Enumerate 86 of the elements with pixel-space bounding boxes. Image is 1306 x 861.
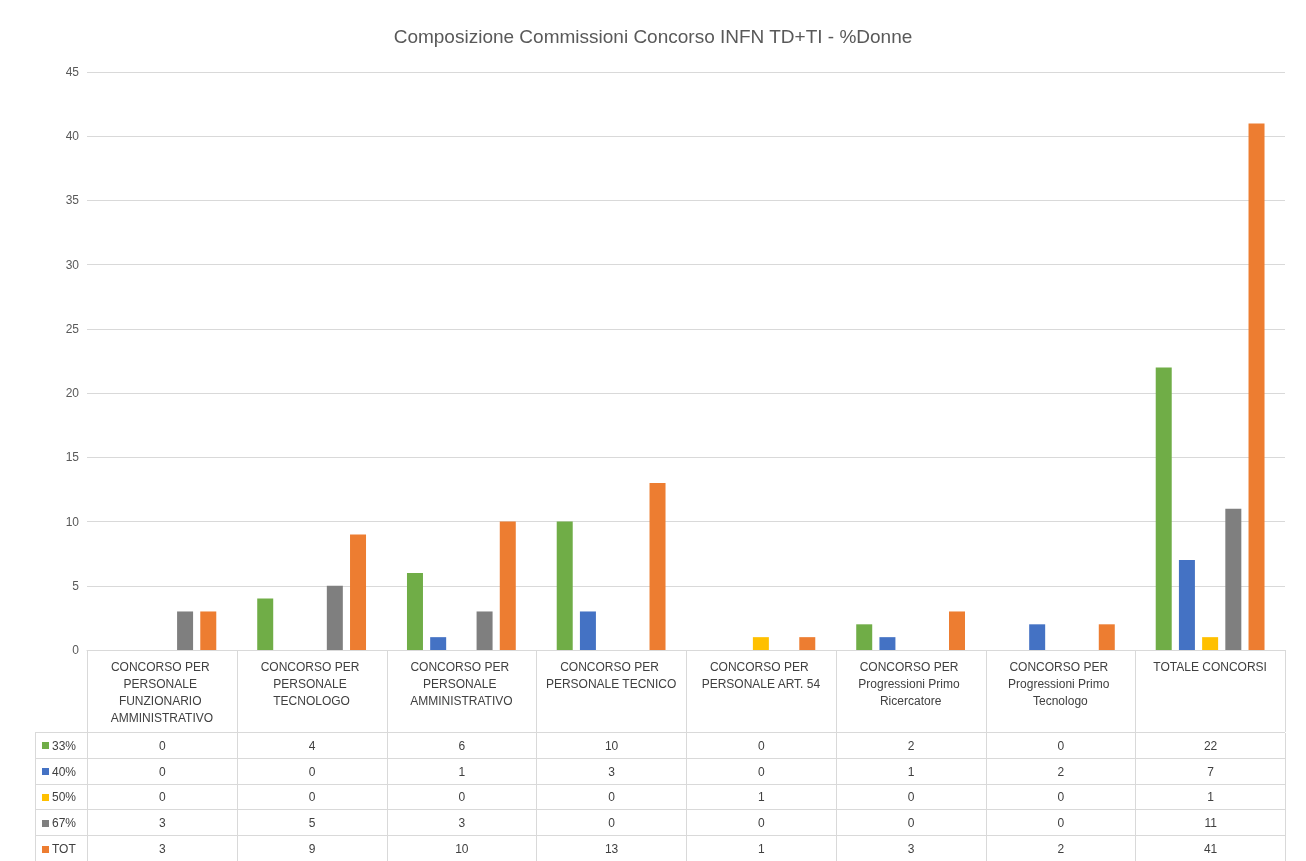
bar	[200, 611, 217, 650]
bar	[949, 611, 966, 650]
x-tick-label: CONCORSO PER Progressioni Primo Tecnologo	[1008, 659, 1113, 708]
legend-label: 33%	[52, 738, 77, 753]
bar	[430, 637, 447, 650]
y-tick-label: 0	[72, 643, 80, 657]
x-tick-label: CONCORSO PER PERSONALE TECNOLOGO	[260, 659, 363, 708]
data-label: 4	[237, 733, 388, 759]
y-tick-label: 30	[65, 257, 80, 272]
data-label: 9	[237, 836, 388, 861]
data-label: 0	[88, 733, 238, 759]
bar	[579, 611, 596, 650]
bar	[752, 637, 769, 650]
data-label: 13	[537, 836, 687, 861]
x-tick-label: TOTALE CONCORSI	[1153, 659, 1267, 674]
data-label: 11	[1136, 810, 1286, 837]
data-label: 2	[836, 733, 987, 759]
data-label: 3	[88, 836, 238, 861]
data-label: 1	[687, 784, 837, 811]
y-tick-label: 20	[65, 386, 80, 401]
y-tick-label: 5	[72, 578, 80, 593]
bar	[406, 572, 423, 650]
data-label: 1	[1136, 784, 1286, 811]
bar	[499, 521, 516, 650]
data-label: 0	[687, 758, 837, 785]
data-label: 1	[836, 758, 987, 785]
bar	[326, 585, 343, 650]
bar	[879, 637, 896, 650]
data-label: 2	[986, 836, 1137, 861]
data-label: 0	[537, 810, 687, 837]
y-tick-label: 35	[65, 193, 80, 208]
bar	[177, 611, 194, 650]
bar	[1202, 637, 1219, 650]
bar	[1029, 624, 1046, 650]
x-tick-label: CONCORSO PER PERSONALE TECNICO	[545, 659, 677, 691]
bar	[476, 611, 493, 650]
data-label: 5	[237, 810, 388, 837]
data-label: 1	[687, 836, 837, 861]
data-label: 0	[237, 758, 388, 785]
data-label: 0	[387, 784, 538, 811]
data-label: 6	[387, 733, 538, 759]
chart-title: Composizione Commissioni Concorso INFN TD+TI - %Donne	[393, 26, 913, 47]
bar	[1248, 123, 1265, 650]
legend-label: 50%	[52, 790, 77, 805]
data-label: 0	[537, 784, 687, 811]
data-label: 3	[836, 836, 987, 861]
data-label: 0	[687, 733, 837, 759]
y-tick-label: 10	[65, 514, 80, 529]
data-label: 0	[986, 784, 1137, 811]
data-label: 10	[387, 836, 538, 861]
data-label: 0	[986, 810, 1137, 837]
bar	[1178, 560, 1195, 650]
x-tick-label: CONCORSO PER Progressioni Primo Ricercatore	[858, 659, 963, 708]
bar	[556, 521, 573, 650]
x-tick-label: CONCORSO PER PERSONALE ART. 54	[701, 659, 821, 691]
y-tick-label: 25	[65, 321, 80, 336]
x-tick-label: CONCORSO PER PERSONALE AMMINISTRATIVO	[410, 659, 513, 708]
y-tick-label: 45	[65, 65, 80, 79]
data-label: 0	[687, 810, 837, 837]
data-label: 0	[836, 810, 987, 837]
bar	[350, 534, 367, 650]
data-label: 3	[537, 758, 687, 785]
data-label: 3	[387, 810, 538, 837]
y-tick-label: 40	[65, 129, 80, 144]
data-label: 7	[1136, 758, 1286, 785]
bar	[1098, 624, 1115, 650]
bar	[1225, 508, 1242, 650]
bar	[856, 624, 873, 650]
legend-label: TOT	[52, 842, 76, 857]
legend-label: 40%	[52, 764, 77, 779]
data-label: 0	[237, 784, 388, 811]
bar	[257, 598, 274, 650]
legend-label: 67%	[52, 816, 77, 831]
bar	[1155, 367, 1172, 650]
data-label: 41	[1136, 836, 1286, 861]
bar	[799, 637, 816, 650]
bar	[649, 483, 666, 650]
data-label: 3	[88, 810, 238, 837]
data-label: 2	[986, 758, 1137, 785]
data-label: 22	[1136, 733, 1286, 759]
data-label: 1	[387, 758, 538, 785]
data-label: 0	[836, 784, 987, 811]
x-tick-label: CONCORSO PER PERSONALE FUNZIONARIO AMMINISTRATIVO	[110, 659, 214, 725]
data-label: 0	[986, 733, 1137, 759]
y-tick-label: 15	[65, 450, 80, 465]
data-label: 10	[537, 733, 687, 759]
